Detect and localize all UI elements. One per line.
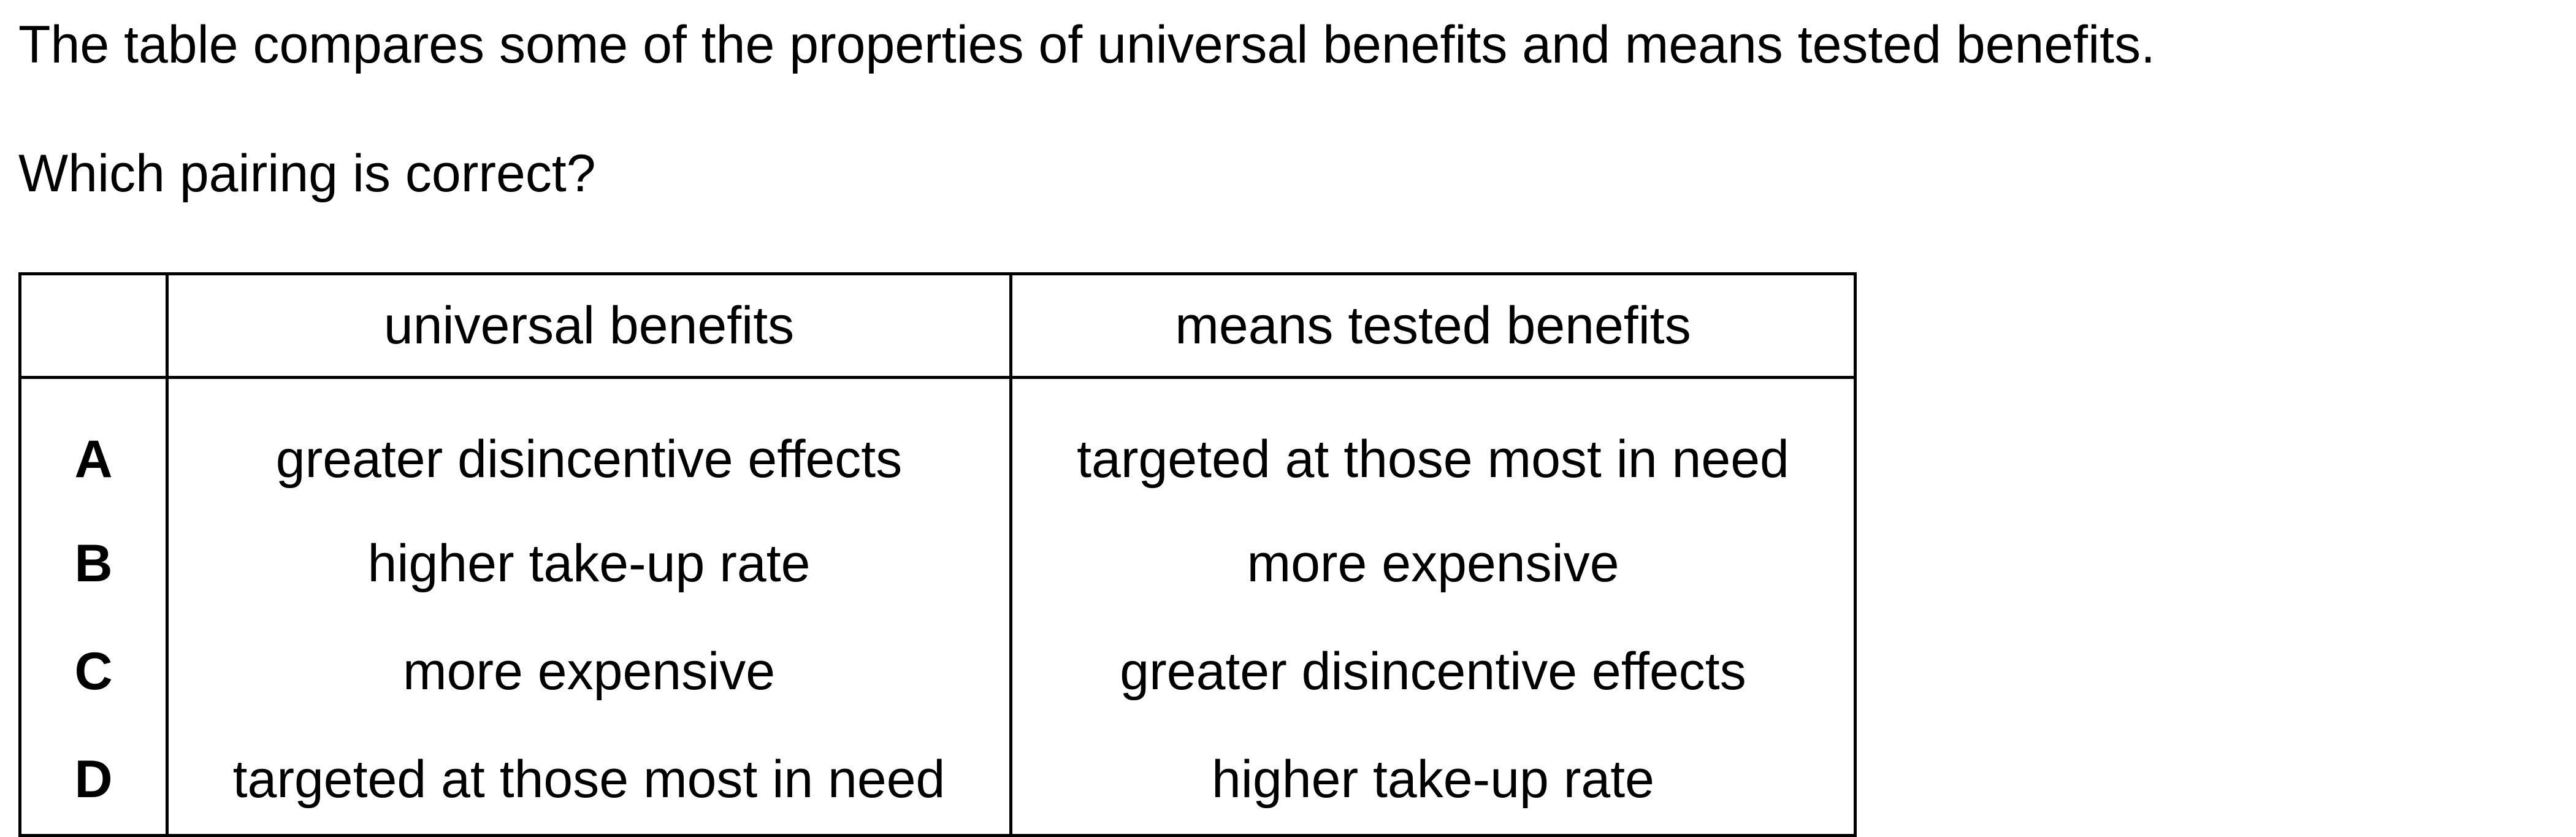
question-prompt: Which pairing is correct? [18, 144, 596, 203]
universal-cell: greater disincentive effects [166, 377, 1012, 510]
header-means-tested-benefits: means tested benefits [1009, 272, 1857, 379]
option-letter: D [18, 725, 169, 837]
table-row-d: D targeted at those most in need higher … [18, 725, 1857, 837]
table-row-a: A greater disincentive effects targeted … [18, 377, 1857, 510]
universal-cell: targeted at those most in need [166, 725, 1012, 837]
table-header-row: universal benefits means tested benefits [18, 272, 1857, 379]
option-letter: C [18, 617, 169, 726]
option-letter: A [18, 377, 169, 510]
table-row-b: B higher take-up rate more expensive [18, 510, 1857, 618]
header-universal-benefits: universal benefits [166, 272, 1012, 379]
universal-cell: more expensive [166, 617, 1012, 726]
header-option [18, 272, 169, 379]
means-tested-cell: more expensive [1009, 510, 1857, 618]
question-intro: The table compares some of the propertie… [18, 15, 2155, 74]
means-tested-cell: greater disincentive effects [1009, 617, 1857, 726]
universal-cell: higher take-up rate [166, 510, 1012, 618]
options-table: universal benefits means tested benefits… [18, 272, 1857, 837]
means-tested-cell: targeted at those most in need [1009, 377, 1857, 510]
means-tested-cell: higher take-up rate [1009, 725, 1857, 837]
option-letter: B [18, 510, 169, 618]
table-row-c: C more expensive greater disincentive ef… [18, 617, 1857, 726]
